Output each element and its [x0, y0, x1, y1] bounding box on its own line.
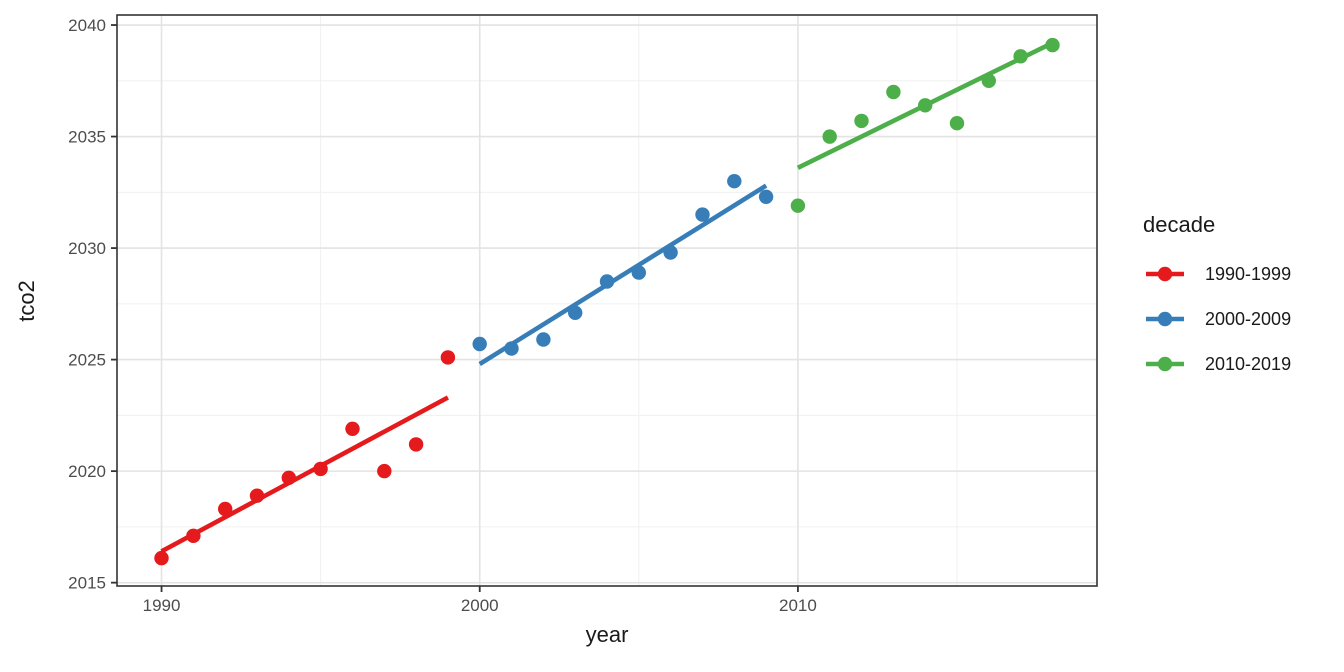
legend-key-icon	[1146, 311, 1184, 327]
legend-label: 2000-2009	[1205, 308, 1292, 329]
y-axis-title: tco2	[14, 280, 39, 322]
data-point-2000-2009	[758, 189, 774, 204]
trend-line-2000-2009	[478, 183, 768, 367]
legend-item-1990-1999: 1990-1999	[1143, 262, 1291, 286]
x-tick-label: 2000	[461, 596, 499, 615]
data-point-1990-1999	[377, 463, 392, 479]
y-tick-label: 2040	[68, 16, 106, 35]
data-point-1990-1999	[408, 437, 424, 452]
data-point-2000-2009	[695, 207, 710, 222]
legend-label: 2010-2019	[1205, 353, 1292, 374]
x-axis-title: year	[586, 622, 629, 647]
legend-label: 1990-1999	[1205, 263, 1292, 284]
legend-items: 1990-1999 2000-2009 2010-2019	[1143, 262, 1291, 376]
y-tick-label: 2025	[68, 351, 106, 370]
data-point-2010-2019	[854, 113, 869, 129]
data-point-2010-2019	[790, 198, 806, 213]
data-point-2010-2019	[949, 116, 965, 131]
legend-key-dot	[1157, 356, 1173, 372]
legend-title: decade	[1143, 212, 1216, 237]
data-point-2010-2019	[822, 129, 837, 144]
legend-key-dot	[1157, 266, 1173, 282]
trend-line-2010-2019	[796, 40, 1054, 170]
data-point-1990-1999	[154, 550, 169, 566]
legend: decade 1990-1999 2000-2009 2010-2019	[1143, 212, 1291, 376]
data-point-2000-2009	[536, 332, 551, 347]
data-point-1990-1999	[218, 501, 233, 517]
legend-item-2000-2009: 2000-2009	[1143, 307, 1291, 331]
major-gridlines	[117, 15, 1097, 586]
y-tick-label: 2030	[68, 239, 106, 258]
y-tick-label: 2015	[68, 574, 106, 593]
data-point-2000-2009	[727, 174, 742, 189]
x-tick-label: 2010	[779, 596, 817, 615]
axis-tick-labels: 1990 2000 2010 2015 2020 2025 2030 2035 2040	[68, 16, 817, 615]
trend-lines	[160, 40, 1054, 554]
legend-key-dot	[1157, 311, 1173, 327]
data-point-2010-2019	[886, 84, 901, 100]
legend-key-icon	[1146, 266, 1184, 282]
data-point-1990-1999	[345, 421, 360, 436]
y-tick-label: 2020	[68, 462, 106, 481]
x-tick-label: 1990	[143, 596, 181, 615]
axis-tick-marks	[111, 24, 799, 592]
y-tick-label: 2035	[68, 128, 106, 147]
legend-item-2010-2019: 2010-2019	[1143, 352, 1291, 376]
minor-gridlines	[117, 15, 1097, 586]
legend-key-icon	[1146, 356, 1184, 372]
trend-line-1990-1999	[160, 395, 449, 554]
panel-background	[117, 15, 1097, 586]
data-point-2000-2009	[472, 336, 487, 352]
data-point-1990-1999	[440, 350, 456, 365]
panel-border	[116, 14, 1098, 587]
